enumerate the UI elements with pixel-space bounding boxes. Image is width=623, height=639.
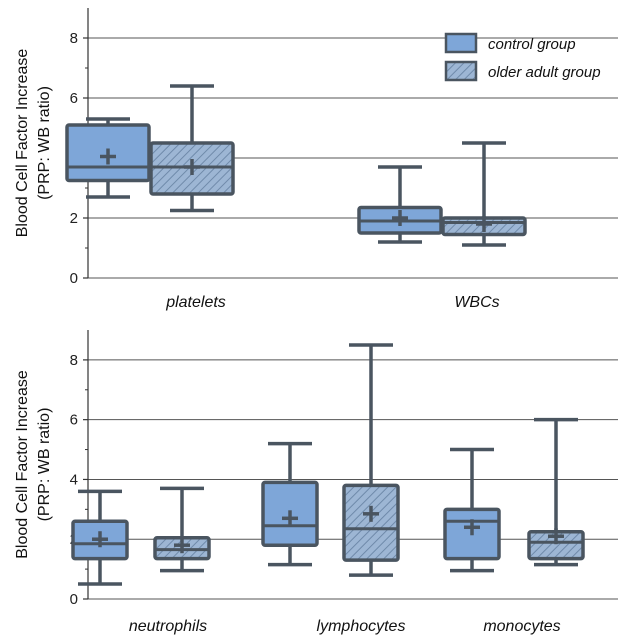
category-label-WBCs: WBCs — [454, 294, 499, 311]
y-tick-label: 8 — [70, 30, 78, 47]
panels: 0 2 4 6 8 Blood Cell Factor Increase (PRP: WB … — [14, 8, 618, 635]
box-platelets-control — [65, 117, 151, 199]
y-tick-label: 8 — [70, 352, 78, 369]
legend-label: older adult group — [488, 64, 601, 81]
category-label-neutrophils: neutrophils — [129, 618, 207, 635]
chart-panel-2: 02468Blood Cell Factor Increase(PRP: WB … — [14, 330, 618, 635]
category-label-lymphocytes: lymphocytes — [317, 618, 406, 635]
legend-swatch — [444, 32, 478, 54]
y-axis-title-line-2: (PRP: WB ratio) — [36, 408, 53, 522]
box-neutrophils-older-adult — [153, 486, 211, 573]
y-tick-label: 4 — [70, 471, 78, 488]
legend-swatch — [444, 60, 478, 82]
y-axis-title-line-1: Blood Cell Factor Increase — [14, 49, 31, 238]
chart-panel-1: 02468Blood Cell Factor Increase(PRP: WB … — [14, 8, 618, 311]
category-label-monocytes: monocytes — [483, 618, 560, 635]
y-axis-title-line-1: Blood Cell Factor Increase — [14, 370, 31, 559]
box-WBCs-older-adult — [441, 141, 527, 247]
y-axis-title-line-2: (PRP: WB ratio) — [36, 86, 53, 200]
y-tick-label: 6 — [70, 412, 78, 429]
category-label-platelets: platelets — [165, 294, 226, 311]
y-tick-label: 0 — [70, 270, 78, 287]
y-tick-label: 2 — [70, 210, 78, 227]
box-lymphocytes-control — [261, 441, 319, 567]
legend: control group older adult group — [444, 32, 601, 82]
box-monocytes-older-adult — [527, 417, 585, 567]
legend-label: control group — [488, 36, 576, 53]
box-monocytes-control — [443, 447, 501, 573]
box-iqr — [342, 483, 400, 562]
box-WBCs-control — [357, 165, 443, 244]
box-lymphocytes-older-adult — [342, 343, 400, 577]
y-tick-label: 0 — [70, 591, 78, 608]
y-tick-label: 6 — [70, 90, 78, 107]
box-platelets-older-adult — [149, 84, 235, 213]
box-neutrophils-control — [71, 489, 129, 586]
